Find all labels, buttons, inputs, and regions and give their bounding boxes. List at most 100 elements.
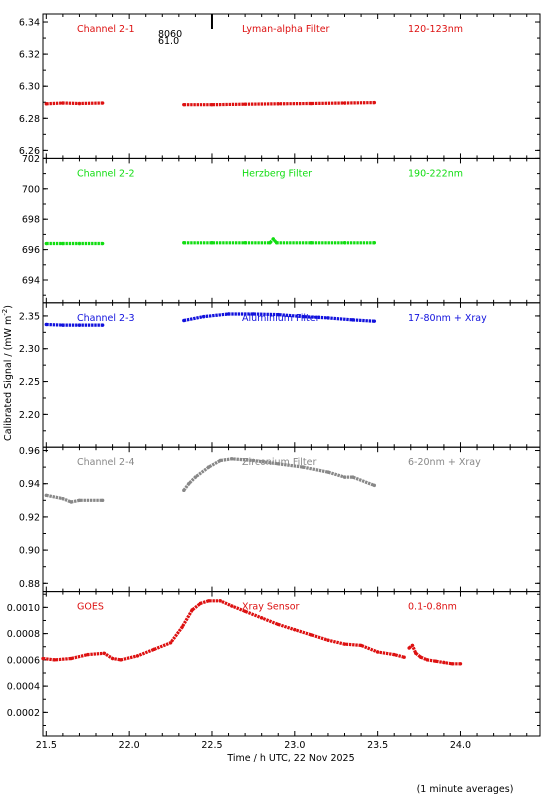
data-point [271, 237, 275, 241]
series-1-line [46, 322, 103, 327]
y-tick-label: 2.20 [19, 410, 40, 421]
data-point [276, 622, 280, 627]
channel-label: Channel 2-2 [77, 168, 135, 179]
data-point [210, 102, 214, 107]
data-point [86, 652, 90, 657]
y-tick-label: 0.94 [19, 479, 40, 490]
data-point [243, 241, 247, 245]
y-axis-label-exponent: -2 [1, 309, 9, 316]
data-point [230, 457, 234, 461]
data-point [182, 241, 186, 245]
data-point [100, 241, 105, 246]
data-point [268, 241, 272, 245]
data-point [230, 604, 234, 608]
panel-frame [42, 446, 541, 593]
data-point [180, 625, 184, 629]
data-point [226, 312, 231, 316]
data-point [342, 475, 347, 479]
data-point [110, 656, 115, 661]
data-point [52, 658, 57, 662]
data-point [182, 102, 186, 107]
data-point [326, 316, 330, 320]
y-tick-label: 2.25 [19, 377, 40, 388]
data-point [402, 655, 406, 659]
data-point [44, 322, 49, 327]
panel-frame [42, 302, 541, 448]
channel-label: Channel 2-4 [77, 457, 135, 468]
data-point [77, 498, 82, 503]
data-point [44, 102, 49, 106]
data-point [259, 616, 264, 620]
y-tick-label: 0.0006 [7, 655, 40, 666]
band-label: 6-20nm + Xray [408, 457, 481, 468]
marker-annotation-line: 61.0 [158, 36, 179, 47]
y-tick-label: 2.30 [19, 344, 40, 355]
data-point [44, 241, 49, 246]
panel-4: 0.88 0.90 0.92 0.94 0.96 Channel 2-4 Zirconium… [19, 446, 541, 593]
x-tick-label: 22.5 [201, 740, 222, 751]
y-tick-label: 2.35 [19, 311, 40, 322]
data-point [119, 658, 123, 662]
data-point [61, 241, 65, 246]
y-tick-label: 6.28 [19, 114, 40, 125]
data-point [182, 488, 186, 493]
data-point [251, 312, 256, 316]
y-tick-label: 0.92 [19, 512, 40, 523]
y-axis-label-end: ) [3, 305, 14, 309]
filter-label: Herzberg Filter [242, 168, 312, 179]
data-point [100, 323, 105, 327]
marker-annotation-line: 8060 [158, 29, 182, 40]
data-point [190, 608, 194, 612]
band-label: 190-222nm [408, 168, 463, 179]
panel-1: 6.26 6.28 6.30 6.32 6.34 Channel 2-1 Lyman-alp… [19, 13, 541, 159]
data-point [168, 641, 173, 645]
footnote: (1 minute averages) [417, 784, 514, 795]
data-point [375, 650, 380, 654]
x-tick-label: 22.0 [119, 740, 140, 751]
panel-3: 2.20 2.25 2.30 2.35 Channel 2-3 Aluminium Fil… [19, 302, 541, 448]
data-point [251, 458, 256, 463]
data-point [41, 656, 45, 661]
y-tick-label: 696 [22, 245, 40, 256]
y-tick-label: 6.32 [19, 50, 40, 61]
data-point [218, 458, 222, 463]
data-point [77, 241, 82, 246]
data-point [44, 493, 49, 498]
y-tick-label: 694 [22, 276, 40, 287]
data-point [198, 601, 203, 606]
filter-label: Aluminium Filter [242, 313, 320, 324]
data-point [425, 658, 430, 662]
data-point [392, 652, 396, 657]
band-label: 120-123nm [408, 24, 463, 35]
panel-5: 0.0002 0.0004 0.0006 0.0008 0.0010 GOES Xray S… [7, 591, 541, 737]
y-tick-label: 0.0008 [7, 629, 40, 640]
y-axis-label: Calibrated Signal / (mW m-2) [1, 305, 14, 441]
data-point [210, 241, 214, 245]
data-point [301, 465, 305, 469]
data-point [450, 662, 454, 666]
data-point [69, 500, 73, 504]
data-point [187, 482, 191, 486]
band-label: 17-80nm + Xray [408, 313, 487, 324]
x-tick-label: 23.0 [284, 740, 305, 751]
series-1-line [46, 101, 103, 106]
filter-label: Xray Sensor [242, 602, 300, 613]
x-tick-label: 24.0 [450, 740, 471, 751]
series-1-line [42, 599, 405, 662]
data-point [351, 318, 355, 322]
data-point [414, 651, 418, 655]
data-point [61, 101, 65, 105]
y-axis-label-main: Calibrated Signal / (mW m [3, 316, 14, 441]
y-tick-label: 698 [22, 215, 40, 226]
data-point [276, 462, 280, 466]
data-point [293, 627, 297, 632]
x-axis-label: Time / h UTC, 22 Nov 2025 [226, 753, 354, 764]
y-tick-label: 0.0002 [7, 708, 40, 719]
data-point [309, 241, 314, 245]
data-point [326, 470, 330, 474]
data-point [77, 323, 82, 327]
data-point [301, 314, 305, 319]
data-point [342, 101, 347, 105]
channel-label: GOES [77, 602, 104, 613]
band-label: 0.1-0.8nm [408, 602, 457, 613]
